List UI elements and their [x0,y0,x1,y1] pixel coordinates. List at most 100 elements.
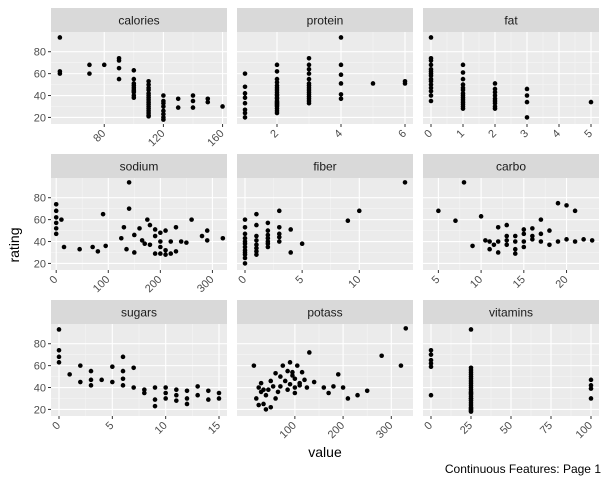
data-point [268,404,274,410]
data-point [174,387,179,393]
data-point [299,241,305,247]
data-point [163,396,168,401]
data-point [468,390,474,396]
facet-strip [237,154,413,178]
data-point [299,369,305,375]
data-point [495,250,501,255]
data-point [345,396,351,401]
panel-background [51,178,227,270]
data-point [59,217,64,222]
data-point [152,251,158,256]
data-point [56,354,62,360]
data-point [428,347,434,353]
data-point [270,384,276,389]
data-point [274,80,280,85]
data-point [142,387,147,393]
data-point [53,201,59,207]
data-point [338,96,344,102]
data-point [120,354,126,360]
data-point [131,385,136,390]
data-point [152,385,158,390]
data-point [242,231,248,237]
x-tick-label: 75 [538,420,555,437]
data-point [88,368,94,374]
data-point [538,217,544,222]
data-point [205,99,211,105]
data-point [588,386,594,391]
data-point [461,180,467,185]
data-point [120,368,126,374]
data-point [487,246,492,252]
data-point [364,388,370,394]
data-point [530,237,535,242]
data-point [242,115,248,120]
data-point [131,365,136,371]
y-tick-label: 80 [34,47,46,59]
data-point [276,234,282,240]
data-point [338,62,344,68]
data-point [242,241,248,247]
data-point [161,108,166,114]
x-tick-label: 0 [236,274,249,287]
data-point [163,252,168,257]
data-point [521,239,527,244]
facet-calories: calories 80 120 160 20 40 60 80 [34,8,227,149]
data-point [290,373,295,378]
data-point [184,240,189,245]
data-point [428,35,434,40]
data-point [242,100,248,106]
data-point [146,82,151,87]
data-point [137,226,142,231]
data-point [402,81,408,86]
x-tick-label: 0 [50,420,63,433]
data-point [242,261,248,266]
data-point [242,224,248,230]
data-point [88,383,94,388]
panel-background [237,32,413,124]
facet-fat: fat 0 1 2 3 4 5 [422,8,599,140]
data-point [504,222,510,228]
data-point [588,377,594,383]
data-point [120,383,126,388]
data-point [163,247,168,253]
data-point [190,93,196,98]
facet-label: sodium [120,160,159,174]
data-point [326,390,331,396]
data-point [116,58,122,63]
data-point [306,66,312,72]
facet-carbo: carbo 5 10 15 20 [423,154,599,291]
data-point [184,401,190,407]
data-point [428,352,434,357]
data-point [242,244,248,250]
data-point [274,110,280,116]
data-point [199,233,205,239]
data-point [61,244,67,250]
data-point [254,233,259,239]
data-point [468,327,474,332]
facet-label: vitamins [489,306,533,320]
y-tick-label: 40 [34,237,46,249]
data-point [56,347,62,353]
data-point [306,100,312,106]
data-point [204,238,210,243]
x-tick-label: 80 [91,128,108,145]
data-point [100,211,106,217]
data-point [56,360,62,365]
data-point [340,385,346,390]
x-tick-label: 10 [153,420,170,437]
x-tick-label: 100 [278,420,299,441]
data-point [220,235,226,241]
data-point [132,250,137,255]
data-point [428,361,434,366]
data-point [184,396,190,401]
facet-label: protein [307,14,344,28]
data-point [524,115,530,120]
data-point [205,96,211,102]
data-point [110,364,115,370]
data-point [492,86,498,92]
data-point [242,95,248,101]
data-point [403,326,409,331]
data-point [77,246,82,252]
data-point [428,82,434,87]
